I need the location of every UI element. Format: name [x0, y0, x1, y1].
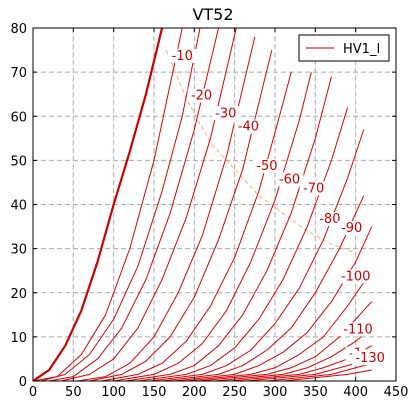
series-line-unlabeledneg19 — [266, 362, 372, 381]
series-line-neg90 — [125, 76, 332, 381]
curve-label-bg — [315, 212, 344, 227]
curve-label: -70 — [303, 181, 324, 196]
series-line-hv1-i — [33, 28, 164, 381]
series-line-unlabeledneg16 — [214, 327, 373, 381]
series-line-neg80 — [113, 72, 312, 381]
curve-label-bg — [340, 322, 377, 337]
series-line-neg120 — [162, 195, 365, 381]
legend-label-hv1-i: HV1_I — [343, 42, 380, 57]
x-tick-label: 0 — [29, 385, 37, 400]
series-line-neg20 — [40, 28, 201, 381]
series-line-neg130 — [174, 226, 373, 381]
curve-label-bg — [275, 172, 304, 187]
x-tick-label: 150 — [142, 385, 167, 400]
curve-label: -10 — [172, 49, 193, 64]
y-tick-label: 70 — [10, 66, 27, 81]
curve-label-bg — [337, 220, 366, 235]
curve-label: -50 — [256, 159, 277, 174]
y-tick-label: 80 — [10, 22, 27, 37]
curve-label-bg — [168, 48, 197, 63]
series-line-neg30 — [49, 28, 220, 381]
curve-label-bg — [211, 106, 240, 121]
series-line-neg50 — [77, 36, 256, 381]
curve-label-bg — [187, 88, 216, 103]
curve-label: -60 — [279, 172, 300, 187]
x-tick-label: 100 — [101, 385, 126, 400]
chart-title: VT52 — [192, 5, 233, 24]
legend: HV1_I — [298, 34, 390, 62]
y-tick-label: 0 — [19, 375, 27, 390]
curve-label-bg — [352, 351, 389, 366]
curve-label-bg — [299, 181, 328, 196]
curve-label-bg — [252, 159, 281, 174]
x-tick-label: 250 — [222, 385, 247, 400]
y-tick-label: 40 — [10, 199, 27, 214]
y-tick-label: 10 — [10, 331, 27, 346]
series-line-unlabeledneg20 — [283, 369, 372, 381]
series-line-neg100 — [137, 107, 349, 381]
y-tick-label: 30 — [10, 243, 27, 258]
x-tick-label: 50 — [65, 385, 82, 400]
series-line-unlabeledneg14 — [186, 270, 373, 381]
series-line-neg40 — [61, 28, 237, 381]
curves — [33, 28, 373, 381]
curve-label: -100 — [341, 270, 371, 285]
x-tick-label: 450 — [384, 385, 409, 400]
curve-label: -90 — [341, 221, 362, 236]
curve-labels: -10-20-30-40-50-60-70-80-90-100-110-1-13… — [168, 48, 389, 366]
x-tick-label: 200 — [182, 385, 207, 400]
series-line-unlabeledneg15 — [198, 301, 373, 381]
series-line-neg70 — [101, 71, 292, 381]
series-line-neg110 — [149, 129, 365, 381]
curve-label: -130 — [355, 351, 385, 366]
y-tick-label: 60 — [10, 110, 27, 125]
curve-label: -80 — [319, 212, 340, 227]
curve-label: -30 — [215, 106, 236, 121]
curve-label: -20 — [191, 89, 212, 104]
x-tick-label: 300 — [263, 385, 288, 400]
x-tick-label: 400 — [343, 385, 368, 400]
curve-label-bg — [234, 119, 263, 134]
x-tick-label: 350 — [303, 385, 328, 400]
y-tick-label: 50 — [10, 154, 27, 169]
axis-ticks: 0 50 100 150 200 250 300 350 400 450 0 10 20 30 40 50 60… — [10, 22, 408, 400]
curve-label-bg — [337, 269, 374, 284]
curve-label: -110 — [343, 322, 373, 337]
curve-label: -40 — [238, 119, 259, 134]
y-tick-label: 20 — [10, 287, 27, 302]
series-line-neg60 — [89, 49, 273, 381]
